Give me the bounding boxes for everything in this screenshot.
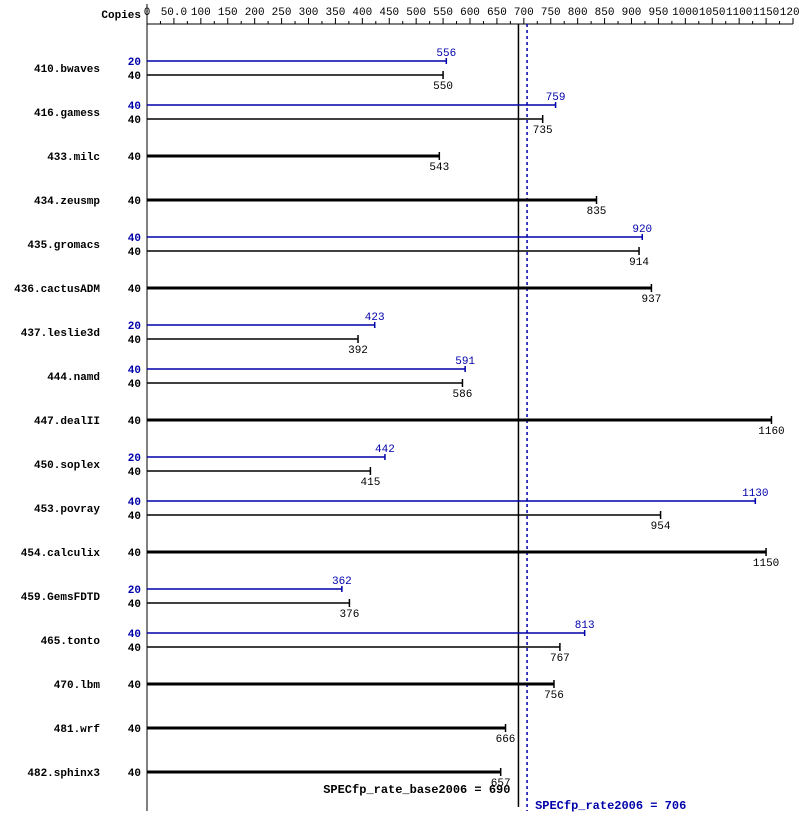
chart-bg <box>0 0 799 831</box>
benchmark-label: 435.gromacs <box>27 240 100 252</box>
peak-copies-label: 40 <box>128 629 141 641</box>
axis-tick-label: 1100 <box>726 7 752 19</box>
axis-tick-label: 800 <box>568 7 588 19</box>
base-value-label: 1150 <box>753 558 779 570</box>
peak-value-label: 920 <box>632 224 652 236</box>
axis-tick-label: 750 <box>541 7 561 19</box>
peak-value-label: 423 <box>365 312 385 324</box>
base-copies-label: 40 <box>128 115 141 127</box>
benchmark-label: 436.cactusADM <box>14 284 100 296</box>
base-copies-label: 40 <box>128 643 141 655</box>
base-value-label: 937 <box>642 294 662 306</box>
axis-tick-label: 1150 <box>753 7 779 19</box>
base-copies-label: 40 <box>128 379 141 391</box>
base-copies-label: 40 <box>128 284 141 296</box>
base-copies-label: 40 <box>128 152 141 164</box>
axis-tick-label: 650 <box>487 7 507 19</box>
benchmark-label: 470.lbm <box>54 680 101 692</box>
copies-header: Copies <box>101 10 141 22</box>
axis-tick-label: 600 <box>460 7 480 19</box>
base-copies-label: 40 <box>128 599 141 611</box>
peak-value-label: 556 <box>436 48 456 60</box>
base-value-label: 415 <box>361 477 381 489</box>
peak-copies-label: 20 <box>128 585 141 597</box>
benchmark-label: 444.namd <box>47 372 100 384</box>
axis-tick-label: 1050 <box>699 7 725 19</box>
base-value-label: 756 <box>544 690 564 702</box>
base-value-label: 1160 <box>758 426 784 438</box>
axis-tick-label: 150 <box>218 7 238 19</box>
benchmark-label: 454.calculix <box>21 548 101 560</box>
peak-value-label: 1130 <box>742 488 768 500</box>
base-copies-label: 40 <box>128 548 141 560</box>
base-copies-label: 40 <box>128 71 141 83</box>
axis-tick-label: 550 <box>433 7 453 19</box>
axis-tick-label: 1200 <box>780 7 799 19</box>
base-value-label: 767 <box>550 653 570 665</box>
base-value-label: 586 <box>453 389 473 401</box>
benchmark-label: 450.soplex <box>34 460 100 472</box>
peak-copies-label: 40 <box>128 365 141 377</box>
base-value-label: 543 <box>429 162 449 174</box>
benchmark-label: 437.leslie3d <box>21 328 100 340</box>
base-copies-label: 40 <box>128 196 141 208</box>
peak-value-label: 591 <box>455 356 475 368</box>
base-copies-label: 40 <box>128 335 141 347</box>
axis-tick-label: 100 <box>191 7 211 19</box>
peak-summary-label: SPECfp_rate2006 = 706 <box>535 799 686 813</box>
axis-tick-label: 350 <box>326 7 346 19</box>
benchmark-label: 459.GemsFDTD <box>21 592 101 604</box>
axis-tick-label: 250 <box>272 7 292 19</box>
base-value-label: 550 <box>433 81 453 93</box>
base-copies-label: 40 <box>128 247 141 259</box>
axis-tick-label: 0 <box>144 7 151 19</box>
benchmark-label: 481.wrf <box>54 724 101 736</box>
base-copies-label: 40 <box>128 768 141 780</box>
axis-tick-label: 900 <box>622 7 642 19</box>
peak-value-label: 362 <box>332 576 352 588</box>
peak-value-label: 442 <box>375 444 395 456</box>
benchmark-label: 433.milc <box>47 152 100 164</box>
base-copies-label: 40 <box>128 680 141 692</box>
base-copies-label: 40 <box>128 511 141 523</box>
benchmark-label: 447.dealII <box>34 416 100 428</box>
base-copies-label: 40 <box>128 416 141 428</box>
peak-copies-label: 40 <box>128 497 141 509</box>
benchmark-label: 482.sphinx3 <box>27 768 100 780</box>
axis-tick-label: 450 <box>379 7 399 19</box>
axis-tick-label: 700 <box>514 7 534 19</box>
axis-tick-label: 200 <box>245 7 265 19</box>
peak-value-label: 813 <box>575 620 595 632</box>
axis-tick-label: 300 <box>299 7 319 19</box>
benchmark-label: 410.bwaves <box>34 64 100 76</box>
benchmark-label: 434.zeusmp <box>34 196 100 208</box>
base-value-label: 835 <box>587 206 607 218</box>
base-value-label: 666 <box>496 734 516 746</box>
axis-tick-label: 850 <box>595 7 615 19</box>
peak-value-label: 759 <box>546 92 566 104</box>
benchmark-label: 453.povray <box>34 504 100 516</box>
base-value-label: 954 <box>651 521 671 533</box>
peak-copies-label: 20 <box>128 321 141 333</box>
benchmark-label: 465.tonto <box>41 636 101 648</box>
peak-copies-label: 40 <box>128 101 141 113</box>
peak-copies-label: 20 <box>128 453 141 465</box>
axis-tick-label: 400 <box>352 7 372 19</box>
base-copies-label: 40 <box>128 724 141 736</box>
axis-tick-label: 950 <box>649 7 669 19</box>
peak-copies-label: 20 <box>128 57 141 69</box>
peak-copies-label: 40 <box>128 233 141 245</box>
base-value-label: 914 <box>629 257 649 269</box>
base-copies-label: 40 <box>128 467 141 479</box>
axis-tick-label: 500 <box>406 7 426 19</box>
base-value-label: 392 <box>348 345 368 357</box>
base-value-label: 735 <box>533 125 553 137</box>
benchmark-label: 416.gamess <box>34 108 100 120</box>
base-summary-label: SPECfp_rate_base2006 = 690 <box>323 783 510 797</box>
base-value-label: 376 <box>340 609 360 621</box>
benchmark-chart: Copies0 50.0 100 150 200 250 300 350 400 450 500 55… <box>0 0 799 831</box>
axis-tick-label: 50.0 <box>161 7 187 19</box>
axis-tick-label: 1000 <box>672 7 698 19</box>
